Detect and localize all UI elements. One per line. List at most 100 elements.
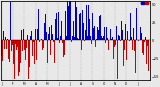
Bar: [120, 40, 121, 41]
Bar: [8, 40, 9, 59]
Bar: [11, 40, 12, 51]
Bar: [123, 40, 124, 66]
Bar: [121, 21, 122, 40]
Bar: [92, 13, 93, 40]
Bar: [70, 1, 71, 40]
Bar: [75, 40, 76, 43]
Bar: [74, 37, 75, 40]
Bar: [4, 40, 5, 41]
Bar: [129, 40, 130, 41]
Legend: , : ,: [141, 2, 149, 4]
Bar: [109, 29, 110, 40]
Bar: [43, 40, 44, 56]
Bar: [20, 40, 21, 63]
Bar: [59, 40, 60, 43]
Bar: [117, 40, 118, 80]
Bar: [80, 13, 81, 40]
Bar: [108, 40, 109, 50]
Bar: [89, 19, 90, 40]
Bar: [72, 36, 73, 40]
Bar: [45, 14, 46, 40]
Bar: [113, 40, 114, 59]
Bar: [85, 30, 86, 40]
Bar: [34, 40, 35, 64]
Bar: [52, 34, 53, 40]
Bar: [60, 36, 61, 40]
Bar: [49, 27, 50, 40]
Bar: [116, 26, 117, 40]
Bar: [133, 28, 134, 40]
Bar: [90, 36, 91, 40]
Bar: [35, 29, 36, 40]
Bar: [47, 40, 48, 64]
Bar: [12, 40, 13, 45]
Bar: [46, 32, 47, 40]
Bar: [146, 40, 147, 64]
Bar: [143, 40, 144, 55]
Bar: [98, 30, 99, 40]
Bar: [119, 36, 120, 40]
Bar: [84, 40, 85, 41]
Bar: [28, 40, 29, 80]
Bar: [21, 30, 22, 40]
Bar: [103, 36, 104, 40]
Bar: [71, 40, 72, 42]
Bar: [131, 37, 132, 40]
Bar: [147, 40, 148, 46]
Bar: [82, 10, 83, 40]
Bar: [23, 29, 24, 40]
Bar: [54, 40, 55, 63]
Bar: [62, 40, 63, 43]
Bar: [142, 40, 143, 53]
Bar: [64, 36, 65, 40]
Bar: [114, 40, 115, 47]
Bar: [48, 34, 49, 40]
Bar: [107, 22, 108, 40]
Bar: [105, 40, 106, 43]
Bar: [18, 40, 19, 76]
Bar: [25, 40, 26, 60]
Bar: [96, 40, 97, 69]
Bar: [132, 40, 133, 50]
Bar: [88, 5, 89, 40]
Bar: [65, 11, 66, 40]
Bar: [19, 40, 20, 72]
Bar: [100, 15, 101, 40]
Bar: [24, 40, 25, 50]
Bar: [63, 40, 64, 57]
Bar: [15, 40, 16, 66]
Bar: [118, 35, 119, 40]
Bar: [148, 40, 149, 71]
Bar: [17, 40, 18, 80]
Bar: [16, 40, 17, 50]
Bar: [138, 40, 139, 41]
Bar: [7, 39, 8, 40]
Bar: [44, 23, 45, 40]
Bar: [2, 40, 3, 62]
Bar: [68, 6, 69, 40]
Bar: [57, 38, 58, 40]
Bar: [86, 5, 87, 40]
Bar: [76, 7, 77, 40]
Bar: [77, 34, 78, 40]
Bar: [95, 40, 96, 47]
Bar: [126, 40, 127, 60]
Bar: [10, 2, 11, 40]
Bar: [69, 1, 70, 40]
Bar: [78, 39, 79, 40]
Bar: [53, 40, 54, 42]
Bar: [22, 40, 23, 51]
Bar: [55, 19, 56, 40]
Bar: [83, 23, 84, 40]
Bar: [39, 40, 40, 42]
Bar: [32, 40, 33, 61]
Bar: [56, 13, 57, 40]
Bar: [124, 38, 125, 40]
Bar: [130, 13, 131, 40]
Bar: [1, 40, 2, 56]
Bar: [125, 24, 126, 40]
Bar: [106, 27, 107, 40]
Bar: [111, 39, 112, 40]
Bar: [102, 38, 103, 40]
Bar: [122, 40, 123, 49]
